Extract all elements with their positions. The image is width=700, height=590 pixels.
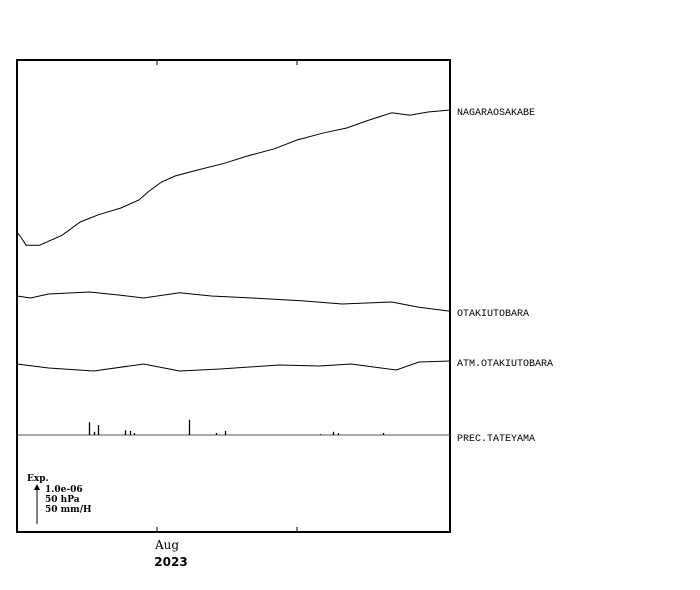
year-label: 2023 bbox=[154, 555, 187, 569]
scale-pressure: 50 hPa bbox=[45, 495, 80, 505]
series-label: OTAKIUTOBARA bbox=[457, 309, 529, 320]
trace-otakiutobara bbox=[16, 291, 451, 312]
trace-atm-otakiutobara bbox=[16, 360, 451, 372]
scale-strain: 1.0e-06 bbox=[45, 485, 83, 495]
x-tick-label-aug: Aug bbox=[154, 538, 179, 552]
scale-title: Exp. bbox=[27, 474, 49, 484]
trace-nagaraosakabe bbox=[16, 109, 451, 246]
series-label: NAGARAOSAKABE bbox=[457, 108, 535, 119]
scale-bar: Exp. 1.0e-06 50 hPa 50 mm/H bbox=[27, 474, 92, 524]
scale-arrowhead bbox=[34, 484, 40, 490]
series-label: ATM.OTAKIUTOBARA bbox=[457, 359, 553, 370]
plot-frame bbox=[16, 59, 451, 533]
scale-precip: 50 mm/H bbox=[45, 505, 92, 515]
series-label: PREC.TATEYAMA bbox=[457, 434, 535, 445]
